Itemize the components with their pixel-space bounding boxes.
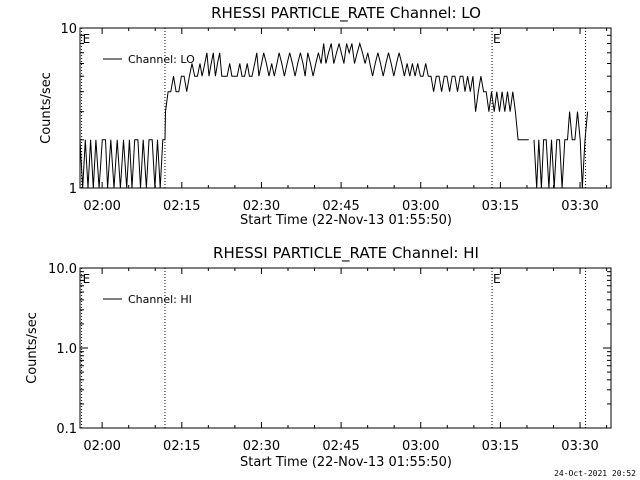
x-tick-label: 02:30 [243, 199, 280, 214]
x-axis-label: Start Time (22-Nov-13 01:55:50) [240, 213, 452, 228]
x-tick-label: 02:00 [83, 439, 120, 454]
x-tick-label: 03:15 [482, 199, 519, 214]
axis-ticks: 02:00 02:15 02:30 02:45 03:00 03:15 03:30 1 10 [60, 22, 611, 214]
y-tick-label: 1.0 [56, 342, 77, 357]
x-tick-label: 02:45 [322, 199, 359, 214]
series-group [79, 41, 589, 189]
y-tick-label: 10 [60, 22, 77, 37]
axis-ticks: 02:00 02:15 02:30 02:45 03:00 03:15 03:30 0.1 1.… [48, 262, 611, 454]
x-tick-label: 03:00 [402, 199, 439, 214]
chart-title: RHESSI PARTICLE_RATE Channel: HI [213, 244, 479, 263]
y-tick-label: 1 [69, 182, 77, 197]
chart-title: RHESSI PARTICLE_RATE Channel: LO [211, 4, 481, 23]
x-tick-label: 02:45 [322, 439, 359, 454]
event-marker-label: E [493, 272, 501, 286]
panel-hi: RHESSI PARTICLE_RATE Channel: HI Counts/… [25, 244, 612, 470]
y-axis-label: Counts/sec [39, 72, 54, 144]
x-tick-label: 03:30 [561, 439, 598, 454]
series-line [79, 41, 529, 189]
plot-frame [79, 27, 612, 189]
legend: Channel: HI [103, 293, 192, 306]
legend-label: Channel: LO [128, 53, 195, 66]
x-axis-label: Start Time (22-Nov-13 01:55:50) [240, 455, 452, 470]
x-tick-label: 03:00 [402, 439, 439, 454]
legend: Channel: LO [103, 53, 195, 66]
footer-timestamp: 24-Oct-2021 20:52 [554, 469, 636, 478]
panel-lo: RHESSI PARTICLE_RATE Channel: LO Counts/… [39, 4, 612, 228]
series-line [533, 111, 589, 189]
x-tick-label: 02:15 [163, 439, 200, 454]
y-tick-label: 0.1 [56, 422, 77, 437]
x-tick-label: 03:30 [561, 199, 598, 214]
x-tick-label: 03:15 [482, 439, 519, 454]
event-marker-label: E [83, 32, 91, 46]
y-tick-label: 10.0 [48, 262, 77, 277]
x-tick-label: 02:30 [243, 439, 280, 454]
x-tick-label: 02:00 [83, 199, 120, 214]
y-axis-label: Counts/sec [25, 312, 40, 384]
x-tick-label: 02:15 [163, 199, 200, 214]
event-marker-label: E [493, 32, 501, 46]
legend-label: Channel: HI [128, 293, 192, 306]
event-marker-label: E [83, 272, 91, 286]
